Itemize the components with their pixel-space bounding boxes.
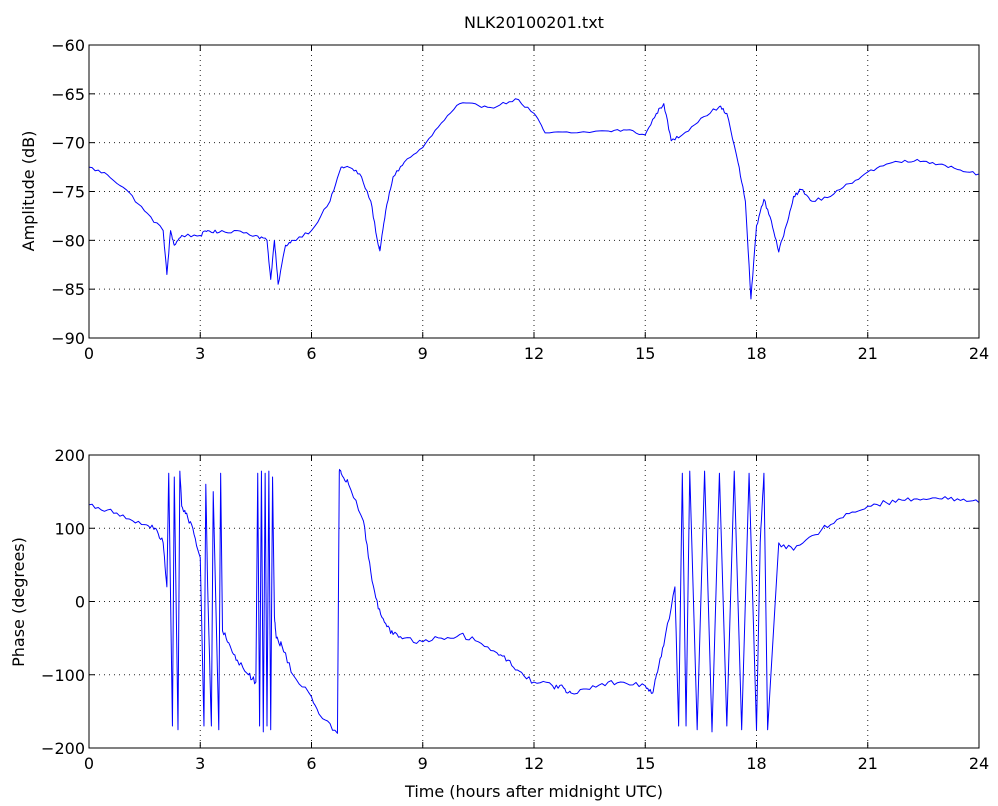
- y-axis-label-phase: Phase (degrees): [9, 537, 28, 667]
- series-line: [88, 468, 980, 734]
- amplitude-grid: [89, 45, 979, 338]
- phase-grid: [89, 455, 979, 748]
- chart-title: NLK20100201.txt: [464, 13, 604, 32]
- x-tick-label: 24: [969, 754, 989, 773]
- y-tick-label: −75: [51, 183, 85, 202]
- x-tick-label: 21: [858, 754, 878, 773]
- y-tick-label: 200: [54, 446, 85, 465]
- x-tick-label: 6: [306, 344, 316, 363]
- y-tick-label: −100: [41, 666, 85, 685]
- series-line: [88, 98, 980, 300]
- x-tick-label: 0: [84, 344, 94, 363]
- x-tick-label: 12: [524, 344, 544, 363]
- phase-series: [88, 468, 980, 734]
- phase-axes: 0 3 6 9 12 15 18 21 24 −200 −100 0 100 200: [41, 446, 989, 773]
- y-tick-label: 100: [54, 519, 85, 538]
- amplitude-panel: NLK20100201.txt Amplitude (dB) 0 3 6 9 12 15 1…: [19, 13, 989, 363]
- x-tick-label: 6: [306, 754, 316, 773]
- y-axis-label-amplitude: Amplitude (dB): [19, 131, 38, 252]
- x-tick-label: 12: [524, 754, 544, 773]
- x-tick-label: 3: [195, 754, 205, 773]
- x-tick-label: 21: [858, 344, 878, 363]
- y-tick-label: 0: [75, 593, 85, 612]
- x-axis-label-time: Time (hours after midnight UTC): [404, 782, 663, 801]
- y-tick-label: −60: [51, 36, 85, 55]
- x-tick-label: 9: [418, 754, 428, 773]
- y-tick-label: −80: [51, 231, 85, 250]
- x-tick-label: 15: [635, 344, 655, 363]
- amplitude-series: [88, 98, 980, 300]
- phase-panel: Time (hours after midnight UTC) Phase (d…: [9, 446, 989, 801]
- y-tick-label: −70: [51, 134, 85, 153]
- y-tick-label: −85: [51, 280, 85, 299]
- x-tick-label: 24: [969, 344, 989, 363]
- y-tick-label: −90: [51, 329, 85, 348]
- x-tick-label: 15: [635, 754, 655, 773]
- y-tick-label: −65: [51, 85, 85, 104]
- amplitude-axes: 0 3 6 9 12 15 18 21 24 −90 −85 −80 −75 −70 −65 −60: [51, 36, 989, 363]
- x-tick-label: 3: [195, 344, 205, 363]
- x-tick-label: 0: [84, 754, 94, 773]
- x-tick-label: 18: [746, 754, 766, 773]
- y-tick-label: −200: [41, 739, 85, 758]
- x-tick-label: 9: [418, 344, 428, 363]
- x-tick-label: 18: [746, 344, 766, 363]
